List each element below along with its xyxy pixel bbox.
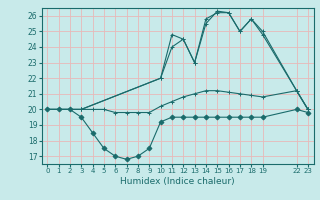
X-axis label: Humidex (Indice chaleur): Humidex (Indice chaleur) — [120, 177, 235, 186]
